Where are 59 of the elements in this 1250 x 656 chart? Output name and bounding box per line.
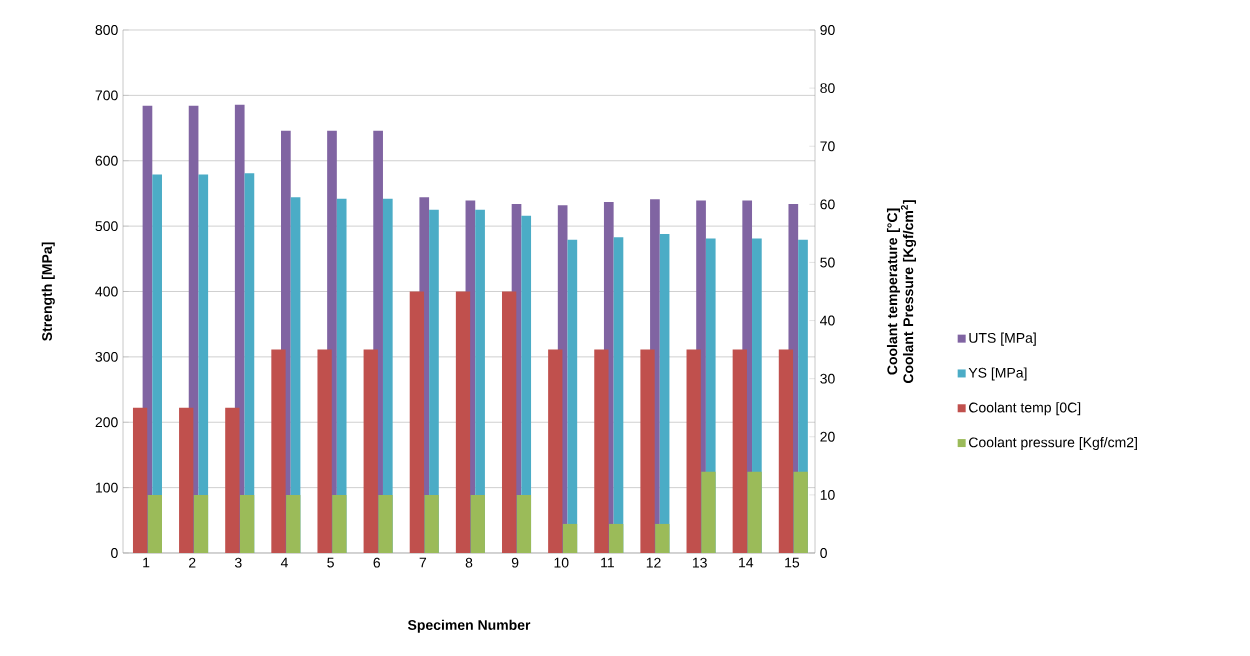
bar	[747, 471, 762, 553]
bar	[239, 494, 255, 553]
x-tick-label: 13	[692, 557, 707, 568]
bar	[562, 523, 578, 553]
y2-tick-label: 40	[820, 315, 835, 326]
bar	[132, 407, 148, 553]
y-tick-label: 400	[95, 286, 118, 297]
x-tick-label: 5	[327, 557, 334, 568]
y-tick-label: 0	[111, 548, 118, 558]
x-tick-label: 11	[601, 557, 614, 568]
x-tick-label: 14	[739, 557, 754, 568]
bar	[516, 494, 532, 553]
x-tick-label: 12	[646, 557, 661, 568]
bar	[286, 494, 301, 553]
y2-tick-label: 70	[820, 141, 835, 152]
x-tick-label: 4	[280, 557, 288, 568]
y2-tick-label: 0	[820, 548, 827, 558]
y2-tick-label: 60	[820, 199, 835, 210]
x-tick-label: 8	[465, 557, 473, 568]
bar	[655, 523, 670, 553]
bar	[793, 471, 808, 553]
legend-label: UTS [MPa]	[969, 332, 1036, 346]
y2-tick-label: 50	[820, 257, 835, 268]
x-tick-label: 9	[511, 557, 519, 568]
bar	[609, 523, 624, 553]
y2-axis-title: Coolant temperature [°C] Coolant Pressure [Kgf/cm$^{2}$]	[886, 200, 917, 384]
x-tick-label: 10	[554, 557, 569, 568]
legend-label: Coolant pressure [Kgf/cm2]	[969, 437, 1137, 451]
x-tick-label: 3	[234, 557, 242, 568]
y2-tick-label: 30	[820, 373, 835, 384]
y2-tick-label: 20	[820, 431, 835, 442]
bar	[193, 494, 209, 553]
bar	[378, 494, 393, 553]
legend-label: YS [MPa]	[968, 367, 1027, 381]
x-tick-label: 6	[373, 557, 381, 568]
x-tick-label: 15	[785, 557, 800, 568]
bar	[179, 407, 194, 553]
y-tick-label: 700	[95, 90, 118, 101]
y-tick-label: 200	[95, 417, 118, 428]
bar	[424, 494, 439, 553]
y-tick-label: 500	[95, 221, 118, 232]
y2-tick-label: 90	[820, 25, 835, 35]
bar	[225, 407, 240, 553]
y2-tick-label: 80	[820, 83, 835, 94]
bar	[147, 494, 162, 553]
y2-tick-label: 10	[820, 489, 835, 500]
x-tick-label: 2	[189, 557, 196, 568]
bar	[701, 471, 716, 553]
legend-label: Coolant temp [0C]	[969, 402, 1081, 416]
y-tick-label: 600	[95, 155, 118, 166]
x-axis-title: Specimen Number	[407, 619, 531, 633]
bar	[470, 494, 485, 553]
x-tick-label: 7	[419, 557, 427, 568]
y-tick-label: 100	[96, 482, 118, 493]
y-tick-label: 800	[95, 25, 118, 35]
y-axis-title: Strength [MPa]	[41, 242, 55, 341]
bar	[332, 494, 347, 553]
y-tick-label: 300	[95, 351, 118, 362]
x-tick-label: 1	[143, 557, 150, 568]
